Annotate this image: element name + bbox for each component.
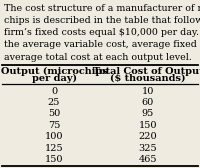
Text: 220: 220 <box>139 132 157 141</box>
Text: ($ thousands): ($ thousands) <box>110 73 186 82</box>
Text: 25: 25 <box>48 98 60 107</box>
Text: 125: 125 <box>45 144 63 153</box>
Text: 465: 465 <box>139 155 157 164</box>
Text: The cost structure of a manufacturer of micro-: The cost structure of a manufacturer of … <box>4 4 200 13</box>
Text: Output (microchips: Output (microchips <box>1 67 107 76</box>
Text: 0: 0 <box>51 87 57 96</box>
Text: the average variable cost, average fixed cost, and: the average variable cost, average fixed… <box>4 40 200 50</box>
Text: 95: 95 <box>142 109 154 118</box>
Text: 10: 10 <box>142 87 154 96</box>
Text: 325: 325 <box>139 144 157 153</box>
Text: 150: 150 <box>139 121 157 130</box>
Text: 60: 60 <box>142 98 154 107</box>
Text: average total cost at each output level.: average total cost at each output level. <box>4 53 192 62</box>
Text: Total Cost of Output: Total Cost of Output <box>93 67 200 76</box>
Text: per day): per day) <box>32 73 76 82</box>
Text: firm’s fixed costs equal $10,000 per day. Calculate: firm’s fixed costs equal $10,000 per day… <box>4 28 200 37</box>
Text: 150: 150 <box>45 155 63 164</box>
Text: chips is described in the table that follows. The: chips is described in the table that fol… <box>4 16 200 25</box>
Text: 100: 100 <box>45 132 63 141</box>
Text: 75: 75 <box>48 121 60 130</box>
Text: 50: 50 <box>48 109 60 118</box>
